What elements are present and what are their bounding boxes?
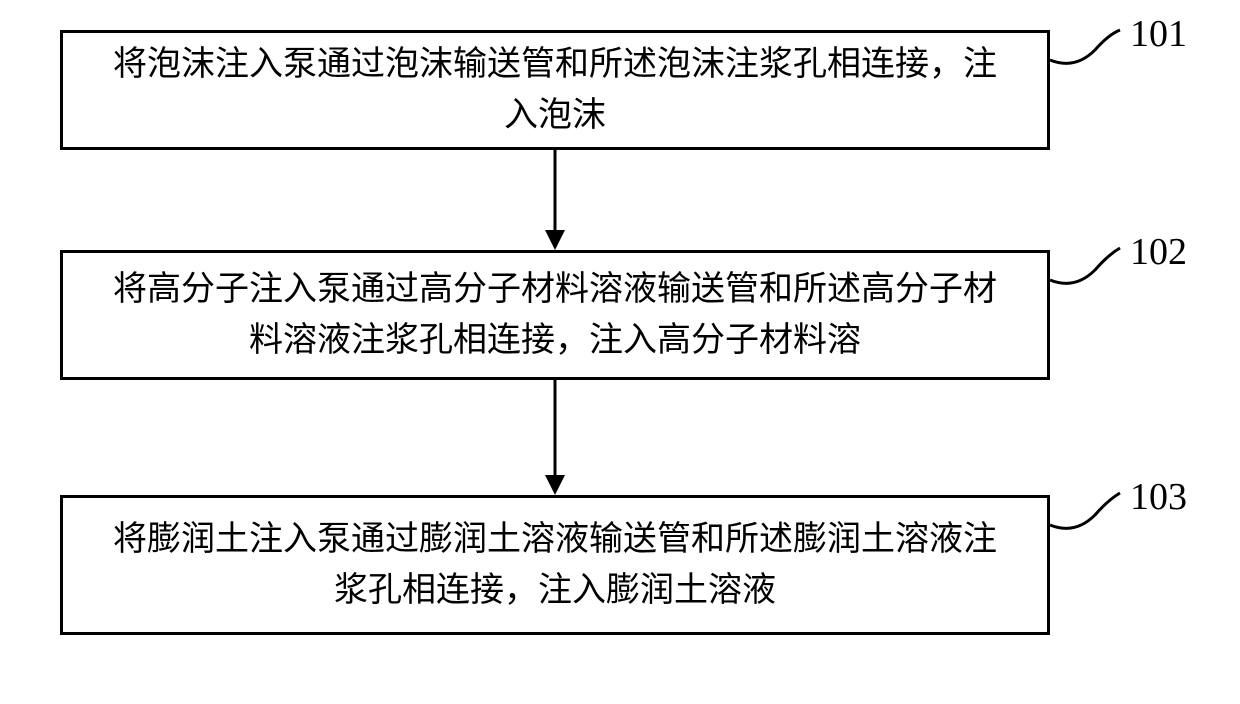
- step-connector-101: [1050, 25, 1130, 70]
- arrow-1-2: [540, 150, 570, 250]
- step-text-101: 将泡沫注入泵通过泡沫输送管和所述泡沫注浆孔相连接，注入泡沫: [103, 39, 1007, 141]
- step-connector-102: [1050, 243, 1130, 288]
- step-text-103: 将膨润土注入泵通过膨润土溶液输送管和所述膨润土溶液注浆孔相连接，注入膨润土溶液: [103, 514, 1007, 616]
- step-box-102: 将高分子注入泵通过高分子材料溶液输送管和所述高分子材料溶液注浆孔相连接，注入高分…: [60, 250, 1050, 380]
- step-box-103: 将膨润土注入泵通过膨润土溶液输送管和所述膨润土溶液注浆孔相连接，注入膨润土溶液: [60, 495, 1050, 635]
- step-label-103: 103: [1130, 475, 1187, 519]
- step-label-101: 101: [1130, 12, 1187, 56]
- arrow-2-3: [540, 380, 570, 495]
- flowchart-canvas: 将泡沫注入泵通过泡沫输送管和所述泡沫注浆孔相连接，注入泡沫 101 将高分子注入…: [0, 0, 1240, 704]
- step-label-102: 102: [1130, 230, 1187, 274]
- step-connector-103: [1050, 488, 1130, 533]
- step-box-101: 将泡沫注入泵通过泡沫输送管和所述泡沫注浆孔相连接，注入泡沫: [60, 30, 1050, 150]
- step-text-102: 将高分子注入泵通过高分子材料溶液输送管和所述高分子材料溶液注浆孔相连接，注入高分…: [103, 264, 1007, 366]
